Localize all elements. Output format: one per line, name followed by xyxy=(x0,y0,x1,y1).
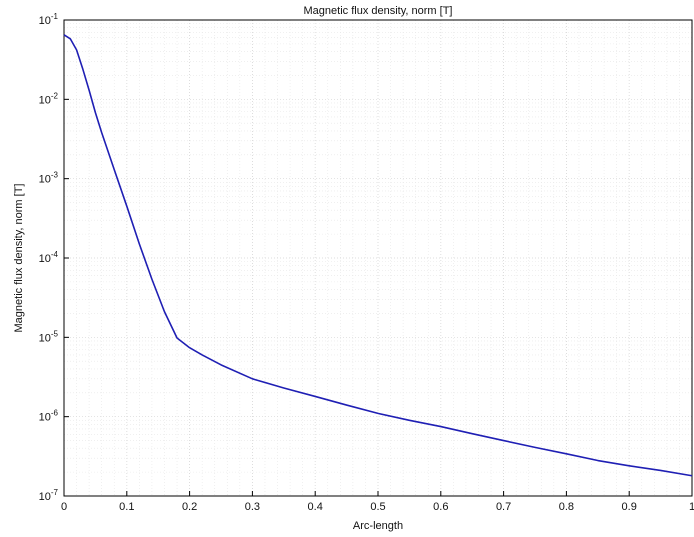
x-tick-label: 0.6 xyxy=(433,501,448,513)
x-tick-label: 0.1 xyxy=(119,501,134,513)
y-tick-label: 10-1 xyxy=(39,12,59,27)
x-tick-label: 0.7 xyxy=(496,501,511,513)
y-tick-label: 10-6 xyxy=(39,409,59,424)
y-tick-label: 10-2 xyxy=(39,91,59,106)
ticks: 0 0.1 0.2 0.3 0.4 0.5 0.6 0.7 0.8 0.9 1 10-7 10-6 10-… xyxy=(39,12,694,513)
x-tick-label: 0.8 xyxy=(559,501,574,513)
x-tick-label: 0.9 xyxy=(622,501,637,513)
y-axis-title: Magnetic flux density, norm [T] xyxy=(13,184,25,333)
y-tick-label: 10-3 xyxy=(39,171,59,186)
y-tick-label: 10-7 xyxy=(39,488,59,503)
x-tick-label: 0.5 xyxy=(370,501,385,513)
y-tick-label: 10-5 xyxy=(39,329,59,344)
series-line-0 xyxy=(63,34,693,477)
x-axis-title: Arc-length xyxy=(353,520,403,532)
x-tick-label: 0.2 xyxy=(182,501,197,513)
x-tick-label: 0 xyxy=(61,501,67,513)
chart-title: Magnetic flux density, norm [T] xyxy=(304,5,453,17)
y-tick-label: 10-4 xyxy=(39,250,59,265)
series-layer xyxy=(63,34,693,477)
x-tick-label: 1 xyxy=(689,501,694,513)
x-tick-label: 0.4 xyxy=(308,501,323,513)
x-tick-label: 0.3 xyxy=(245,501,260,513)
grid xyxy=(63,19,693,497)
